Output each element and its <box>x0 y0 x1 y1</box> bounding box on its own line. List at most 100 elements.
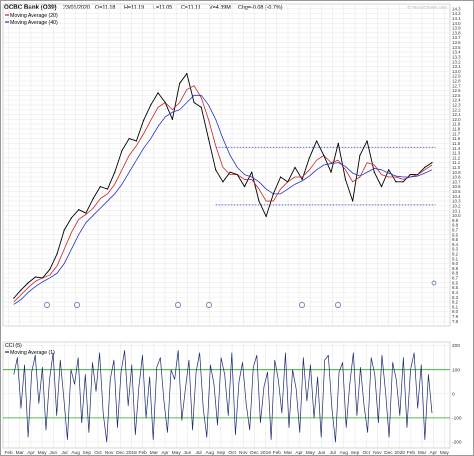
legend-ma20: Moving Average (20) <box>10 13 58 19</box>
x-tick-label: Jun <box>184 450 192 456</box>
y-tick-label: 12.8 <box>452 78 461 83</box>
x-tick-label: Oct <box>362 450 370 456</box>
y-tick-label: 13.9 <box>452 26 461 31</box>
price-point <box>85 212 87 214</box>
quote-change: Chg=-0.08 (-0.7%) <box>238 5 283 11</box>
price-point <box>222 181 224 183</box>
y-tick-label: 13.4 <box>452 50 461 55</box>
x-tick-label: Dec <box>250 450 259 456</box>
y-tick-label: 10.6 <box>452 184 461 189</box>
watermark: © StockCharts.com <box>407 4 447 10</box>
y-tick-label: 11.7 <box>452 131 461 136</box>
y-tick-label: 12.4 <box>452 98 461 103</box>
event-marker <box>431 280 437 286</box>
y-tick-label: 8.5 <box>452 285 459 290</box>
header: OCBC Bank (O39) 23/01/2020 O=11.18 H=11.… <box>4 4 447 11</box>
y-tick-label: 10.9 <box>452 170 461 175</box>
price-point <box>179 82 181 84</box>
quote-low: L=11.05 <box>153 5 172 11</box>
x-tick-label: Mar <box>150 450 159 456</box>
y-tick-label: 10.5 <box>452 189 461 194</box>
y-tick-label: 9.7 <box>452 227 459 232</box>
y-tick-label: 11.2 <box>452 155 461 160</box>
y-tick-label: 9.4 <box>452 242 459 247</box>
cci-axis: -200 -100 0 100 200 <box>452 343 462 445</box>
price-point <box>186 73 188 75</box>
y-tick-label: 14.0 <box>452 21 461 26</box>
price-panel: 7.87.98.08.18.28.38.48.58.68.78.88.99.09… <box>2 3 461 327</box>
y-tick-label: 9.8 <box>452 223 459 228</box>
y-tick-label: 9.3 <box>452 247 459 252</box>
y-tick-label: 14.3 <box>452 6 461 11</box>
cci-tick-label: -200 <box>452 440 462 446</box>
x-tick-label: Sep <box>351 450 360 456</box>
y-tick-label: 10.0 <box>452 213 461 218</box>
y-tick-label: 12.3 <box>452 103 461 108</box>
y-tick-label: 13.0 <box>452 69 461 74</box>
y-tick-label: 11.0 <box>452 165 461 170</box>
quote-high: H=11.19 <box>124 5 144 11</box>
event-marker <box>44 302 50 308</box>
y-tick-label: 11.1 <box>452 160 461 165</box>
x-tick-label: Apr <box>295 450 303 456</box>
x-tick-label: Dec <box>384 450 393 456</box>
price-point <box>337 142 339 144</box>
y-tick-label: 8.3 <box>452 295 459 300</box>
x-tick-label: Aug <box>71 450 80 456</box>
y-tick-label: 8.7 <box>452 276 459 281</box>
price-point <box>287 181 289 183</box>
x-tick-label: Jul <box>195 450 201 456</box>
y-tick-label: 9.6 <box>452 232 459 237</box>
x-tick-label: Nov <box>105 450 114 456</box>
quote-close: C=11.11 <box>181 5 201 11</box>
y-tick-label: 10.8 <box>452 175 461 180</box>
price-point <box>308 157 311 159</box>
y-tick-label: 8.1 <box>452 304 459 309</box>
y-tick-label: 8.2 <box>452 300 459 305</box>
price-point <box>215 169 217 171</box>
x-tick-label: Apr <box>430 450 438 456</box>
x-tick-label: 2019 <box>260 450 271 456</box>
y-tick-label: 13.5 <box>452 45 461 50</box>
y-tick-label: 13.1 <box>452 64 461 69</box>
price-point <box>236 174 238 176</box>
x-tick-label: Dec <box>116 450 125 456</box>
event-marker <box>335 302 341 308</box>
cci-panel: -200 -100 0 100 200 CCI (5) Moving Average (… <box>2 341 462 449</box>
price-point <box>409 174 411 176</box>
y-tick-label: 11.8 <box>452 127 461 132</box>
y-tick-label: 11.4 <box>452 146 461 151</box>
y-tick-label: 11.3 <box>452 151 461 156</box>
price-point <box>402 181 404 183</box>
x-tick-label: May <box>440 450 450 456</box>
price-panel-border <box>2 3 451 327</box>
legend-cci: CCI (5) <box>5 343 22 349</box>
y-tick-label: 12.9 <box>452 74 461 79</box>
price-point <box>388 169 390 171</box>
cci-series-group <box>13 350 433 443</box>
x-axis: Feb Mar Apr May Jun Jul Aug Sep Oct Nov Dec 2018 Feb… <box>4 450 449 456</box>
x-tick-label: Oct <box>228 450 236 456</box>
price-point <box>373 171 375 173</box>
price-point <box>63 229 65 231</box>
price-point <box>265 215 267 218</box>
x-tick-label: Feb <box>4 450 13 456</box>
price-point <box>27 282 29 284</box>
event-marker <box>74 302 80 308</box>
price-point <box>92 198 94 200</box>
price-point <box>34 276 37 278</box>
price-point <box>142 119 145 121</box>
price-point <box>128 137 130 140</box>
x-tick-label: Jun <box>318 450 326 456</box>
y-tick-label: 10.2 <box>452 203 461 208</box>
x-tick-label: Feb <box>273 450 282 456</box>
price-point <box>395 181 397 183</box>
price-point <box>171 118 174 120</box>
x-tick-label: Jul <box>330 450 336 456</box>
price-point <box>70 217 73 219</box>
y-tick-label: 13.6 <box>452 40 461 45</box>
cci-legend: CCI (5) Moving Average (1) <box>5 343 55 356</box>
legend-ma40: Moving Average (40) <box>10 20 58 26</box>
price-legend: Moving Average (20) Moving Average (40) <box>5 13 58 26</box>
